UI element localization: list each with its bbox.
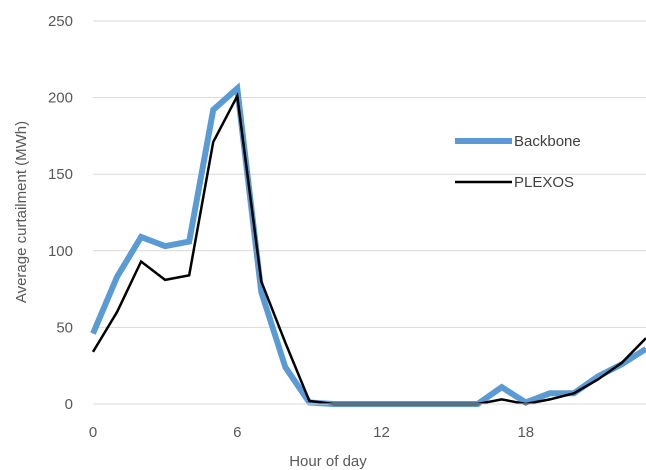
y-tick-label: 100 xyxy=(48,243,73,260)
x-tick-label: 12 xyxy=(373,424,390,441)
y-tick-label: 0 xyxy=(65,396,73,413)
x-tick-label: 0 xyxy=(89,424,97,441)
x-tick-label: 18 xyxy=(517,424,534,441)
x-tick-label: 6 xyxy=(233,424,241,441)
y-axis-title: Average curtailment (MWh) xyxy=(13,121,30,303)
y-tick-label: 250 xyxy=(48,13,73,30)
legend: Backbone PLEXOS xyxy=(455,133,581,191)
y-tick-label: 50 xyxy=(56,319,73,336)
x-axis-title: Hour of day xyxy=(289,453,367,470)
axes: 0 50 100 150 200 250 0 6 12 18 xyxy=(48,13,646,441)
y-tick-label: 150 xyxy=(48,166,73,183)
y-tick-label: 200 xyxy=(48,90,73,107)
legend-label-plexos: PLEXOS xyxy=(514,174,574,191)
gridlines xyxy=(93,20,646,328)
legend-label-backbone: Backbone xyxy=(514,133,581,150)
